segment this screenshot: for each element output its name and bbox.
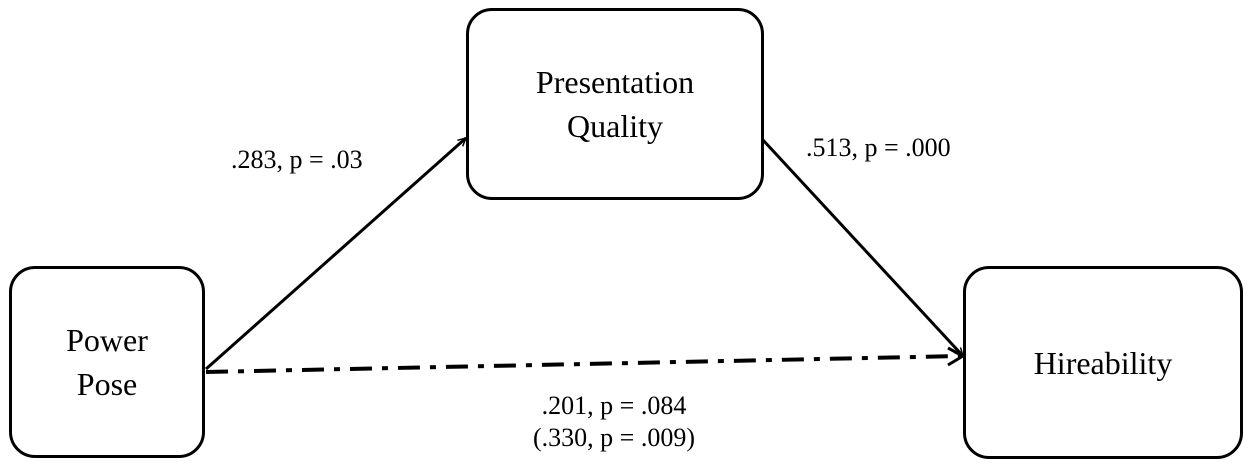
arrow-power-to-presentation <box>205 136 466 371</box>
node-power-pose: Power Pose <box>9 266 205 458</box>
node-power-pose-line-2: Pose <box>76 366 138 402</box>
node-presentation-quality-line-1: Presentation <box>535 64 695 100</box>
node-presentation-quality-line-2: Quality <box>567 108 663 144</box>
arrowhead-power-to-hireability <box>947 346 967 367</box>
edge-label-total-effect: (.330, p = .009) <box>533 423 695 452</box>
node-presentation-quality: Presentation Quality <box>466 8 764 200</box>
node-hireability-line-1: Hireability <box>1033 344 1173 381</box>
edge-label-direct-effect: .201, p = .084 <box>541 391 687 420</box>
edge-label-power-to-presentation: .283, p = .03 <box>231 145 363 174</box>
edge-label-presentation-to-hireability: .513, p = .000 <box>806 133 951 162</box>
arrow-presentation-to-hireability <box>761 138 963 356</box>
node-hireability: Hireability <box>963 266 1243 459</box>
edge-label-power-to-hireability: .201, p = .084 (.330, p = .009) <box>432 390 796 454</box>
arrow-power-to-hireability <box>205 354 963 374</box>
node-power-pose-line-1: Power <box>66 322 148 358</box>
